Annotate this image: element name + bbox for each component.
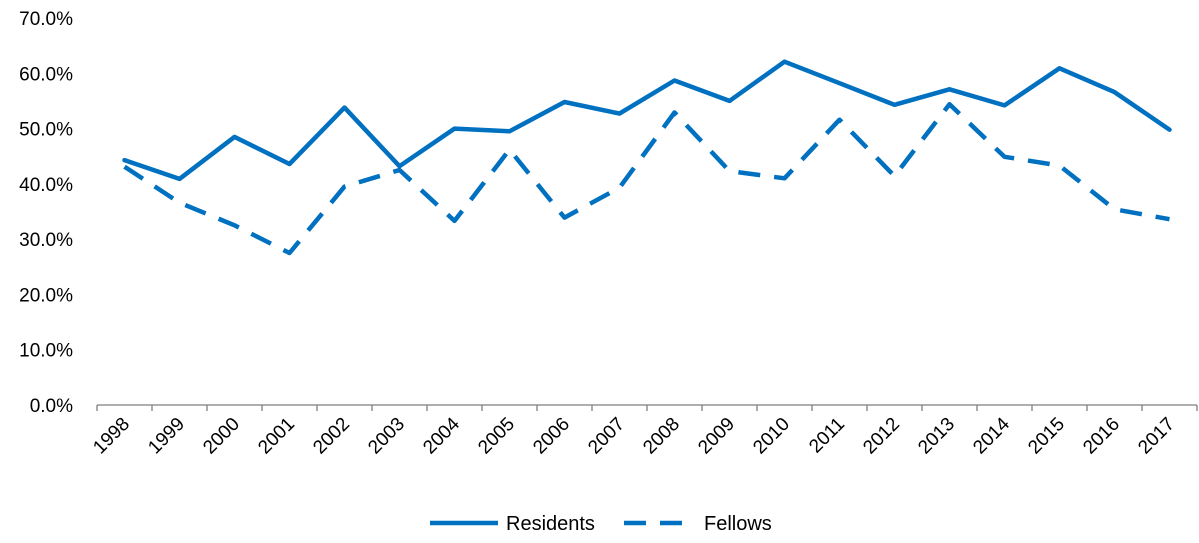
- y-tick-label: 50.0%: [19, 120, 73, 141]
- x-tick-label: 2004: [419, 413, 464, 458]
- x-tick-label: 2001: [254, 414, 299, 459]
- x-axis-tick-marks: [96, 405, 1198, 411]
- x-tick-label: 2011: [805, 414, 849, 458]
- x-tick-label: 2009: [694, 414, 739, 459]
- series-lines: [122, 59, 1172, 256]
- legend-label-residents: Residents: [506, 513, 595, 535]
- x-tick-label: 2002: [309, 414, 354, 459]
- y-tick-label: 70.0%: [19, 9, 73, 30]
- series-line-residents: [122, 59, 1172, 182]
- y-tick-label: 20.0%: [19, 285, 73, 306]
- legend: Residents Fellows: [430, 513, 772, 535]
- x-tick-label: 2007: [584, 414, 629, 459]
- y-axis-ticks: 0.0% 10.0% 20.0% 30.0% 40.0% 50.0% 60.0% 70.0%: [19, 9, 73, 417]
- x-axis-ticks: 1998 1999 2000 2001 2002 2003 2004 2005 2006 2007…: [89, 413, 1179, 458]
- x-tick-label: 2014: [969, 413, 1014, 458]
- x-tick-label: 2015: [1024, 414, 1069, 459]
- x-tick-label: 1999: [144, 414, 189, 459]
- y-tick-label: 30.0%: [19, 230, 73, 251]
- x-tick-label: 1998: [89, 414, 134, 459]
- y-tick-label: 60.0%: [19, 64, 73, 85]
- y-tick-label: 0.0%: [30, 396, 73, 417]
- series-line-fellows: [123, 101, 1170, 256]
- x-tick-label: 2005: [474, 414, 519, 459]
- x-tick-label: 2010: [749, 414, 794, 459]
- x-tick-label: 2000: [199, 414, 244, 459]
- x-tick-label: 2016: [1079, 414, 1124, 459]
- y-tick-label: 40.0%: [19, 175, 73, 196]
- x-tick-label: 2003: [364, 414, 409, 459]
- y-tick-label: 10.0%: [19, 341, 73, 362]
- x-tick-label: 2017: [1134, 414, 1179, 459]
- x-tick-label: 2012: [859, 414, 904, 459]
- x-tick-label: 2006: [529, 414, 574, 459]
- x-tick-label: 2013: [914, 414, 959, 459]
- legend-label-fellows: Fellows: [704, 513, 772, 535]
- x-tick-label: 2008: [639, 414, 684, 459]
